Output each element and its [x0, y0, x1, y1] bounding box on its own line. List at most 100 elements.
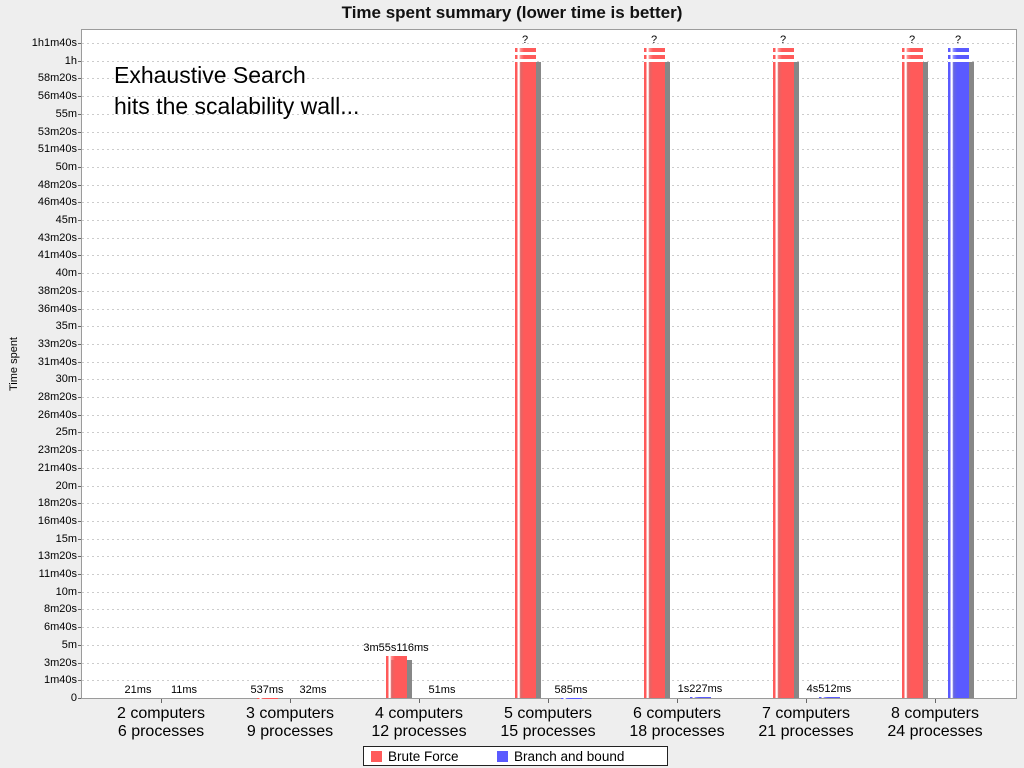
gridline [82, 450, 1016, 451]
y-axis-tick [78, 220, 81, 221]
y-axis-tick [78, 521, 81, 522]
gridline [82, 96, 1016, 97]
y-axis-tick [78, 574, 81, 575]
bar-brute-force [644, 48, 665, 698]
y-axis-tick [78, 698, 81, 699]
chart-annotation: Exhaustive Search hits the scalability w… [114, 60, 359, 122]
y-tick-label: 18m20s [37, 497, 77, 509]
category-label: 2 computers 6 processes [91, 705, 231, 741]
annotation-line-1: Exhaustive Search [114, 62, 306, 88]
y-tick-label: 10m [55, 586, 77, 598]
failed-bar-stripe [515, 59, 536, 62]
gridline [82, 645, 1016, 646]
category-label-line: 9 processes [246, 723, 334, 740]
y-tick-label: 46m40s [37, 196, 77, 208]
y-axis-tick [78, 486, 81, 487]
legend-swatch-branch-and-bound-icon [497, 751, 508, 762]
y-tick-label: 35m [55, 320, 77, 332]
category-label-line: 15 processes [500, 723, 596, 740]
category-tick [548, 699, 549, 703]
y-tick-label: 55m [55, 108, 77, 120]
y-axis-tick [78, 645, 81, 646]
y-axis-tick [78, 43, 81, 44]
y-axis-tick [78, 468, 81, 469]
gridline [82, 556, 1016, 557]
category-label-line: 2 computers [116, 705, 206, 722]
category-label-line: 24 processes [887, 723, 983, 740]
gridline [82, 397, 1016, 398]
category-tick [419, 699, 420, 703]
value-label-branch-and-bound: ? [954, 34, 962, 46]
bar-branch-and-bound [561, 698, 582, 699]
y-axis-tick [78, 539, 81, 540]
bar-brute-force [773, 48, 794, 698]
y-tick-label: 15m [55, 533, 77, 545]
y-axis-tick [78, 238, 81, 239]
gridline [82, 167, 1016, 168]
category-label-line: 8 computers [890, 705, 980, 722]
category-label-line: 3 computers [245, 705, 335, 722]
y-axis-tick [78, 663, 81, 664]
value-label-branch-and-bound: 32ms [299, 684, 327, 696]
failed-bar-stripe [948, 59, 969, 62]
y-tick-label: 40m [55, 267, 77, 279]
bar-brute-force [902, 48, 923, 698]
category-label: 3 computers 9 processes [220, 705, 360, 741]
gridline [82, 291, 1016, 292]
value-label-branch-and-bound: 4s512ms [806, 683, 852, 695]
gridline [82, 132, 1016, 133]
gridline [82, 326, 1016, 327]
gridline [82, 415, 1016, 416]
y-axis-tick [78, 185, 81, 186]
failed-bar-stripe [773, 52, 794, 55]
failed-bar-stripe [644, 52, 665, 55]
gridline [82, 185, 1016, 186]
legend-swatch-brute-force-icon [371, 751, 382, 762]
failed-bar-stripe [902, 52, 923, 55]
y-tick-label: 48m20s [37, 179, 77, 191]
failed-bar-stripe [644, 59, 665, 62]
gridline [82, 521, 1016, 522]
y-axis-tick [78, 397, 81, 398]
y-tick-label: 21m40s [37, 462, 77, 474]
y-axis-tick [78, 592, 81, 593]
gridline [82, 114, 1016, 115]
category-label-line: 21 processes [758, 723, 854, 740]
y-axis-tick [78, 556, 81, 557]
gridline [82, 432, 1016, 433]
category-label: 6 computers 18 processes [607, 705, 747, 741]
y-tick-label: 26m40s [37, 409, 77, 421]
category-tick [290, 699, 291, 703]
y-axis-tick [78, 432, 81, 433]
gridline [82, 273, 1016, 274]
category-tick [677, 699, 678, 703]
category-label-line: 18 processes [629, 723, 725, 740]
gridline [82, 539, 1016, 540]
y-axis-tick [78, 627, 81, 628]
failed-bar-stripe [948, 52, 969, 55]
y-axis-tick [78, 362, 81, 363]
value-label-branch-and-bound: 585ms [554, 684, 588, 696]
gridline [82, 680, 1016, 681]
gridline [82, 78, 1016, 79]
failed-bar-stripe [902, 59, 923, 62]
y-tick-label: 51m40s [37, 143, 77, 155]
value-label-branch-and-bound: 11ms [170, 684, 198, 696]
y-axis-tick [78, 273, 81, 274]
y-tick-label: 53m20s [37, 126, 77, 138]
y-axis-tick [78, 167, 81, 168]
y-axis-tick [78, 114, 81, 115]
gridline [82, 486, 1016, 487]
failed-bar-stripe [515, 52, 536, 55]
y-tick-label: 41m40s [37, 249, 77, 261]
y-axis-tick [78, 680, 81, 681]
gridline [82, 344, 1016, 345]
gridline [82, 503, 1016, 504]
y-axis-tick [78, 61, 81, 62]
y-tick-label: 25m [55, 426, 77, 438]
value-label-brute-force: ? [779, 34, 787, 46]
y-tick-label: 56m40s [37, 90, 77, 102]
category-label-line: 5 computers [503, 705, 593, 722]
gridline [82, 149, 1016, 150]
